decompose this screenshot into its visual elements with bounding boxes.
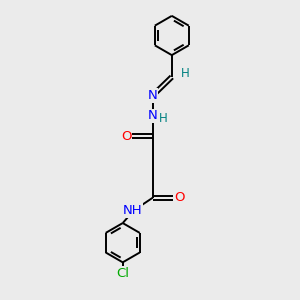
Text: NH: NH [122, 204, 142, 217]
Text: O: O [174, 191, 184, 204]
Text: H: H [181, 67, 190, 80]
Text: O: O [121, 130, 131, 143]
Text: Cl: Cl [116, 267, 129, 280]
Text: N: N [148, 110, 158, 122]
Text: N: N [148, 89, 158, 102]
Text: H: H [159, 112, 167, 125]
